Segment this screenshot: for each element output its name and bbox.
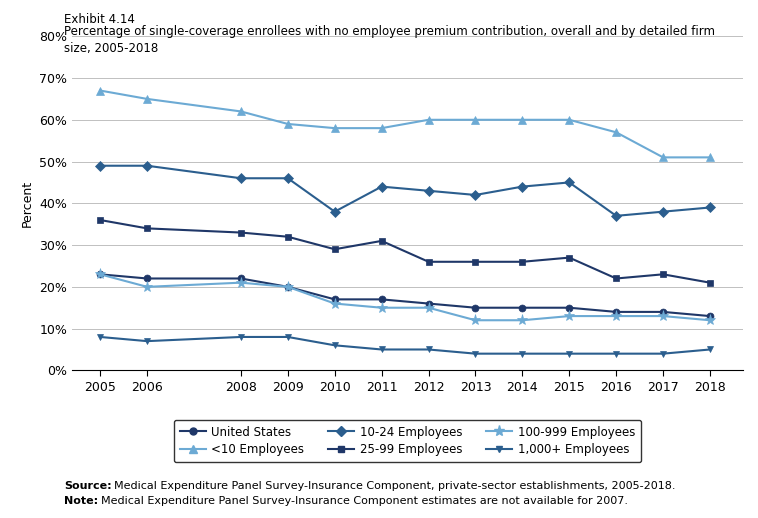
Text: Source:: Source: xyxy=(64,481,112,491)
Legend: United States, <10 Employees, 10-24 Employees, 25-99 Employees, 100-999 Employee: United States, <10 Employees, 10-24 Empl… xyxy=(174,420,641,462)
Text: Note:: Note: xyxy=(64,496,99,506)
Text: Exhibit 4.14: Exhibit 4.14 xyxy=(64,13,136,26)
Text: Medical Expenditure Panel Survey-Insurance Component, private-sector establishme: Medical Expenditure Panel Survey-Insuran… xyxy=(114,481,675,491)
Text: Medical Expenditure Panel Survey-Insurance Component estimates are not available: Medical Expenditure Panel Survey-Insuran… xyxy=(101,496,628,506)
Y-axis label: Percent: Percent xyxy=(20,180,33,227)
Text: Percentage of single-coverage enrollees with no employee premium contribution, o: Percentage of single-coverage enrollees … xyxy=(64,25,716,55)
